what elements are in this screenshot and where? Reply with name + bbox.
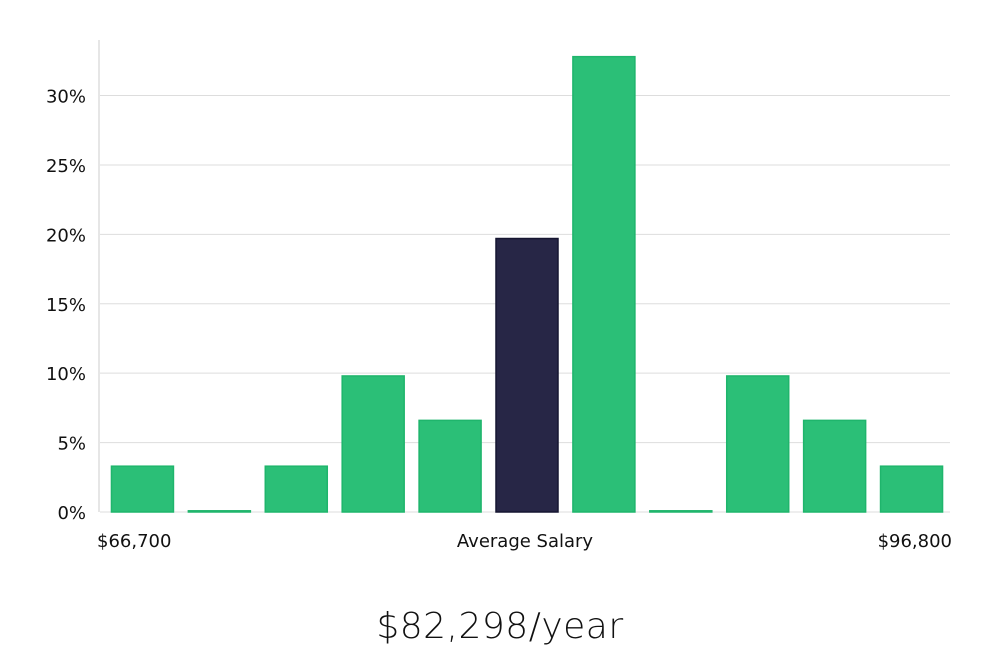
bar (572, 55, 636, 513)
x-center-label: Average Salary (457, 531, 594, 552)
x-min-label: $66,700 (97, 531, 171, 552)
y-tick-label: 15% (46, 295, 86, 316)
bar (187, 510, 252, 513)
y-tick-label: 30% (46, 87, 86, 108)
salary-histogram: 0% 5% 10% 15% 20% 25% 30% $66,700 Average Sala… (46, 40, 952, 552)
bar (649, 510, 713, 513)
bar (802, 419, 867, 513)
y-tick-label: 0% (57, 503, 86, 524)
bar (341, 375, 405, 513)
x-max-label: $96,800 (878, 531, 952, 552)
bar-highlighted (495, 237, 559, 513)
average-salary-headline: $82,298/year (376, 606, 624, 647)
bar (418, 419, 482, 513)
y-tick-label: 5% (57, 434, 86, 455)
y-tick-label: 20% (46, 225, 86, 246)
bars (110, 55, 944, 513)
y-tick-label: 25% (46, 156, 86, 177)
bar (879, 465, 944, 513)
y-tick-label: 10% (46, 364, 86, 385)
bar (264, 465, 329, 513)
bar (725, 375, 790, 513)
bar (110, 465, 175, 513)
y-tick-labels: 0% 5% 10% 15% 20% 25% 30% (46, 87, 86, 524)
